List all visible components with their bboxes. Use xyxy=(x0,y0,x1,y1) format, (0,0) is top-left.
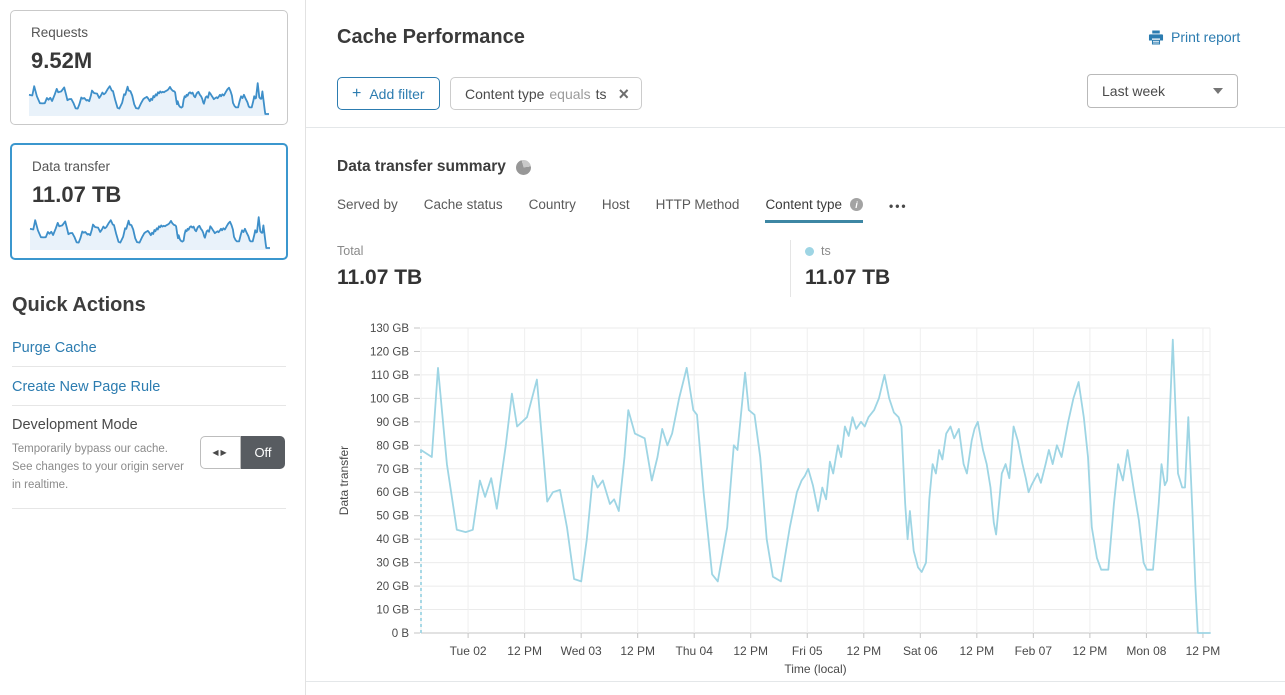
svg-text:12 PM: 12 PM xyxy=(620,644,655,658)
tab-country[interactable]: Country xyxy=(528,197,576,212)
requests-metric-card[interactable]: Requests 9.52M xyxy=(10,10,288,125)
page-title: Cache Performance xyxy=(337,26,525,48)
toggle-off-label: Off xyxy=(241,436,285,469)
print-report-label: Print report xyxy=(1171,29,1241,45)
svg-text:40 GB: 40 GB xyxy=(376,534,409,546)
tab-served-by[interactable]: Served by xyxy=(337,197,398,212)
data-transfer-card-label: Data transfer xyxy=(32,159,111,174)
svg-text:Wed 03: Wed 03 xyxy=(561,644,602,658)
data-transfer-chart: 0 B 10 GB 20 GB 30 GB 40 GB 50 GB 60 GB 70 GB 80… xyxy=(330,318,1230,690)
dimension-tabs: Served by Cache status Country Host HTTP… xyxy=(337,197,908,223)
svg-text:70 GB: 70 GB xyxy=(376,464,409,476)
printer-icon xyxy=(1148,29,1164,45)
filter-chip-field: Content type xyxy=(465,85,545,102)
development-mode-description: Temporarily bypass our cache. See change… xyxy=(12,443,184,491)
svg-text:Time (local): Time (local) xyxy=(784,662,846,676)
legend-dot-icon xyxy=(805,246,814,256)
development-mode-label: Development Mode xyxy=(12,417,138,433)
svg-text:130 GB: 130 GB xyxy=(370,323,409,335)
requests-card-label: Requests xyxy=(31,25,89,40)
filter-chip-value: ts xyxy=(595,85,607,102)
svg-text:Fri 05: Fri 05 xyxy=(792,644,823,658)
add-filter-label: Add filter xyxy=(369,85,425,102)
tab-host[interactable]: Host xyxy=(601,197,630,212)
svg-text:60 GB: 60 GB xyxy=(376,487,409,499)
filter-chip-content-type[interactable]: Content type equals ts × xyxy=(450,77,643,110)
svg-text:50 GB: 50 GB xyxy=(376,511,409,523)
tab-content-type[interactable]: Content type i xyxy=(765,197,863,223)
development-mode-toggle[interactable]: ◀▶ Off xyxy=(200,436,285,469)
stat-divider xyxy=(790,240,791,297)
svg-text:100 GB: 100 GB xyxy=(370,393,409,405)
svg-text:90 GB: 90 GB xyxy=(376,417,409,429)
more-tabs-ellipsis-icon[interactable]: ••• xyxy=(889,199,908,213)
line-chart-svg: 0 B 10 GB 20 GB 30 GB 40 GB 50 GB 60 GB 70 GB 80… xyxy=(337,323,1221,676)
print-report-button[interactable]: Print report xyxy=(1148,29,1240,45)
tab-content-type-label: Content type xyxy=(765,197,842,212)
svg-text:12 PM: 12 PM xyxy=(733,644,768,658)
remove-filter-icon[interactable]: × xyxy=(618,83,630,104)
svg-text:12 PM: 12 PM xyxy=(1186,644,1221,658)
divider xyxy=(12,405,286,406)
toggle-arrows-icon: ◀▶ xyxy=(200,436,241,469)
total-value: 11.07 TB xyxy=(337,266,423,289)
svg-text:Feb 07: Feb 07 xyxy=(1015,644,1053,658)
tab-cache-status[interactable]: Cache status xyxy=(423,197,503,212)
data-transfer-card-value: 11.07 TB xyxy=(32,182,122,207)
requests-card-value: 9.52M xyxy=(31,48,93,73)
svg-text:10 GB: 10 GB xyxy=(376,605,409,617)
legend-item-ts[interactable]: ts xyxy=(805,244,831,258)
filter-chip-operator: equals xyxy=(549,85,591,102)
svg-text:Mon 08: Mon 08 xyxy=(1126,644,1166,658)
svg-text:Thu 04: Thu 04 xyxy=(676,644,714,658)
svg-text:Sat 06: Sat 06 xyxy=(903,644,938,658)
svg-text:12 PM: 12 PM xyxy=(1073,644,1108,658)
total-label: Total xyxy=(337,244,364,258)
section-divider-bottom xyxy=(306,681,1285,682)
divider xyxy=(12,508,286,509)
svg-text:110 GB: 110 GB xyxy=(371,370,409,382)
plus-icon: + xyxy=(352,84,362,102)
add-filter-button[interactable]: + Add filter xyxy=(337,77,440,110)
svg-text:80 GB: 80 GB xyxy=(376,440,409,452)
svg-text:12 PM: 12 PM xyxy=(846,644,881,658)
svg-text:120 GB: 120 GB xyxy=(370,346,409,358)
purge-cache-link[interactable]: Purge Cache xyxy=(12,340,97,356)
time-range-value: Last week xyxy=(1102,83,1166,99)
info-icon[interactable]: i xyxy=(850,198,863,211)
requests-sparkline-chart xyxy=(28,82,269,116)
data-transfer-metric-card[interactable]: Data transfer 11.07 TB xyxy=(10,143,288,260)
svg-text:0 B: 0 B xyxy=(392,628,410,640)
svg-text:12 PM: 12 PM xyxy=(959,644,994,658)
legend-series-value: 11.07 TB xyxy=(805,266,891,289)
svg-text:30 GB: 30 GB xyxy=(376,558,409,570)
divider xyxy=(12,366,286,367)
sidebar-divider xyxy=(305,0,306,695)
create-page-rule-link[interactable]: Create New Page Rule xyxy=(12,379,161,395)
pie-chart-icon xyxy=(515,159,531,175)
svg-text:20 GB: 20 GB xyxy=(376,581,409,593)
time-range-select[interactable]: Last week xyxy=(1087,74,1238,108)
svg-text:12 PM: 12 PM xyxy=(507,644,542,658)
section-divider xyxy=(306,127,1285,128)
svg-text:Tue 02: Tue 02 xyxy=(450,644,487,658)
quick-actions-heading: Quick Actions xyxy=(12,294,146,316)
tab-http-method[interactable]: HTTP Method xyxy=(655,197,740,212)
summary-title: Data transfer summary xyxy=(337,158,506,175)
svg-text:Data transfer: Data transfer xyxy=(337,446,351,515)
data-transfer-sparkline-chart xyxy=(29,216,270,250)
legend-series-name: ts xyxy=(821,244,831,258)
chevron-down-icon xyxy=(1213,88,1223,94)
